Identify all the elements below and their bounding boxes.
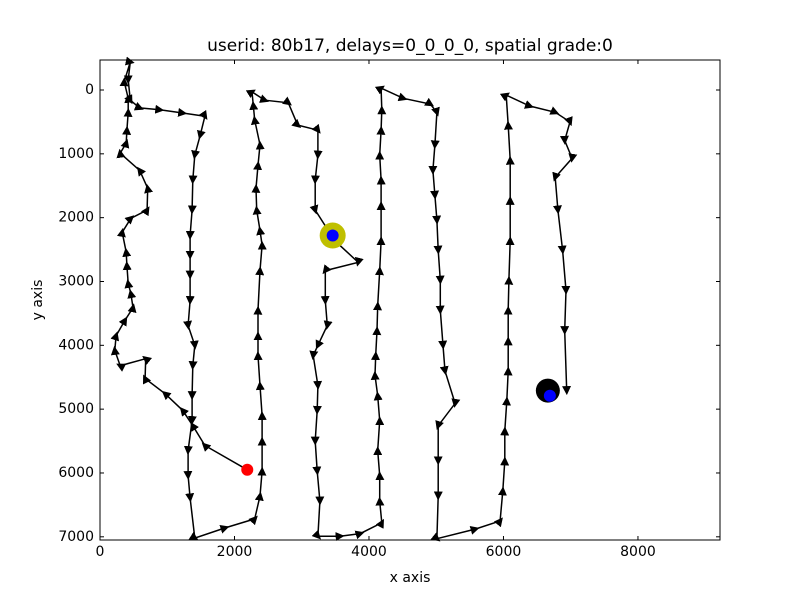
y-tick-label: 1000 [58, 146, 94, 162]
x-tick-label: 6000 [486, 544, 522, 560]
chart-title: userid: 80b17, delays=0_0_0_0, spatial g… [207, 36, 613, 56]
x-tick-label: 4000 [351, 544, 387, 560]
x-tick-label: 8000 [620, 544, 656, 560]
position-marker [326, 229, 339, 242]
y-axis-label: y axis [30, 280, 46, 321]
position-marker [543, 389, 556, 402]
y-tick-label: 6000 [58, 465, 94, 481]
y-tick-label: 0 [85, 82, 94, 98]
y-tick-label: 7000 [58, 529, 94, 545]
y-tick-label: 4000 [58, 337, 94, 353]
x-tick-label: 2000 [217, 544, 253, 560]
y-tick-label: 3000 [58, 273, 94, 289]
position-marker [241, 463, 254, 476]
x-tick-label: 0 [96, 544, 105, 560]
trajectory-line [110, 56, 578, 542]
x-axis-label: x axis [390, 570, 431, 586]
plot-frame [99, 59, 721, 541]
y-tick-label: 5000 [58, 401, 94, 417]
y-tick-label: 2000 [58, 210, 94, 226]
